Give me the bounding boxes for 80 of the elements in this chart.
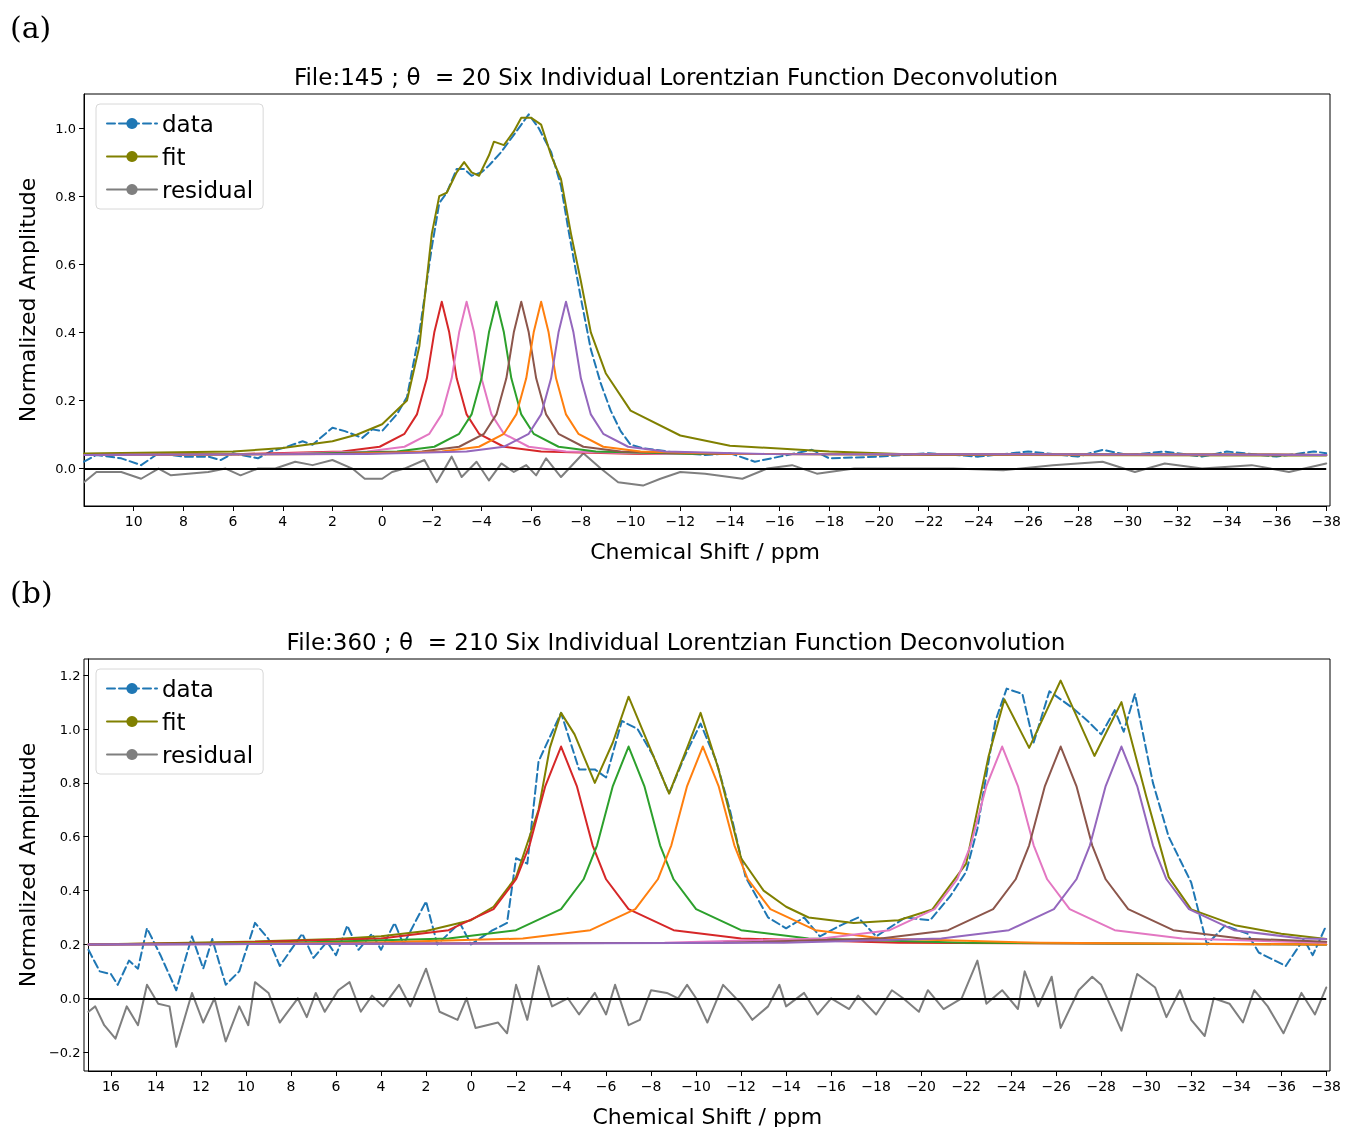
x-tick-label: −6	[520, 513, 542, 529]
y-tick-label: 0.4	[55, 324, 76, 340]
x-tick-label: −38	[1311, 1078, 1341, 1094]
y-tick-label: 1.0	[59, 721, 81, 737]
x-tick-label: −22	[951, 1078, 981, 1094]
x-tick-label: −24	[996, 1078, 1027, 1094]
x-axis-title: Chemical Shift / ppm	[590, 538, 821, 564]
x-tick-label: −18	[814, 513, 845, 529]
x-tick-label: −26	[1013, 513, 1043, 529]
x-tick-label: −30	[1131, 1078, 1161, 1094]
legend-label: data	[162, 675, 214, 702]
x-tick-label: −6	[595, 1078, 617, 1094]
y-tick-label: 0.2	[59, 936, 81, 952]
y-tick-label: 1.2	[59, 667, 81, 683]
x-tick-label: 16	[102, 1078, 120, 1094]
chart-title: File:360 ; θ = 210 Six Individual Lorentzian Function Deconvolution	[286, 628, 1066, 655]
x-tick-label: 8	[178, 513, 188, 529]
y-tick-label: 0.8	[59, 775, 81, 791]
x-tick-label: −14	[771, 1078, 801, 1094]
x-tick-label: −36	[1266, 1078, 1297, 1094]
legend-label: data	[162, 110, 214, 137]
x-tick-label: −10	[681, 1078, 711, 1094]
legend-label: residual	[162, 176, 254, 203]
text: (a)	[10, 9, 52, 45]
y-tick-label: 0.0	[59, 990, 81, 1006]
x-tick-label: −24	[963, 513, 994, 529]
x-tick-label: −2	[505, 1078, 527, 1094]
x-tick-label: −18	[861, 1078, 891, 1094]
y-tick-label: 1.0	[55, 120, 76, 136]
x-tick-label: −28	[1086, 1078, 1116, 1094]
y-tick-label: 0.0	[55, 461, 76, 477]
x-tick-label: −4	[550, 1078, 572, 1094]
y-axis-title: Normalized Amplitude	[14, 742, 40, 988]
y-tick-label: 0.8	[55, 188, 76, 204]
x-tick-label: 0	[466, 1078, 476, 1094]
x-tick-label: −32	[1162, 513, 1192, 529]
x-tick-label: −30	[1112, 513, 1143, 529]
legend-label: fit	[162, 143, 186, 170]
x-tick-label: 2	[327, 513, 337, 529]
chart-title: File:145 ; θ = 20 Six Individual Lorentzian Function Deconvolution	[293, 63, 1059, 90]
x-tick-label: 10	[237, 1078, 255, 1094]
x-tick-label: 14	[147, 1078, 165, 1094]
x-tick-label: −14	[715, 513, 745, 529]
x-tick-label: −34	[1221, 1078, 1252, 1094]
x-tick-label: −20	[864, 513, 894, 529]
x-tick-label: 8	[286, 1078, 296, 1094]
x-tick-label: −26	[1041, 1078, 1072, 1094]
x-tick-label: −2	[421, 513, 443, 529]
x-tick-label: −20	[906, 1078, 936, 1094]
text: (b)	[10, 574, 53, 610]
x-tick-label: −34	[1212, 513, 1242, 529]
x-tick-label: 2	[421, 1078, 431, 1094]
x-tick-label: 0	[377, 513, 387, 529]
x-tick-label: −4	[471, 513, 492, 529]
x-tick-label: −8	[570, 513, 592, 529]
y-tick-label: −0.2	[48, 1044, 81, 1060]
x-tick-label: −10	[615, 513, 646, 529]
x-tick-label: −32	[1176, 1078, 1206, 1094]
x-tick-label: −36	[1261, 513, 1292, 529]
x-tick-label: 6	[331, 1078, 341, 1094]
x-tick-label: −38	[1311, 513, 1341, 529]
y-tick-label: 0.6	[59, 829, 81, 845]
x-tick-label: 12	[192, 1078, 210, 1094]
y-tick-label: 0.4	[59, 883, 81, 899]
x-tick-label: 6	[228, 513, 238, 529]
x-tick-label: 4	[376, 1078, 386, 1094]
legend-label: fit	[162, 708, 186, 735]
x-tick-label: −8	[640, 1078, 662, 1094]
x-tick-label: −12	[665, 513, 696, 529]
x-tick-label: −12	[726, 1078, 756, 1094]
legend-label: residual	[162, 741, 254, 768]
x-tick-label: 4	[278, 513, 288, 529]
x-tick-label: −28	[1063, 513, 1093, 529]
y-axis-title: Normalized Amplitude	[14, 177, 40, 423]
y-tick-label: 0.2	[55, 392, 76, 408]
y-tick-label: 0.6	[55, 256, 76, 272]
x-tick-label: −22	[913, 513, 944, 529]
x-tick-label: 10	[124, 513, 143, 529]
x-tick-label: −16	[816, 1078, 846, 1094]
x-tick-label: −16	[764, 513, 795, 529]
